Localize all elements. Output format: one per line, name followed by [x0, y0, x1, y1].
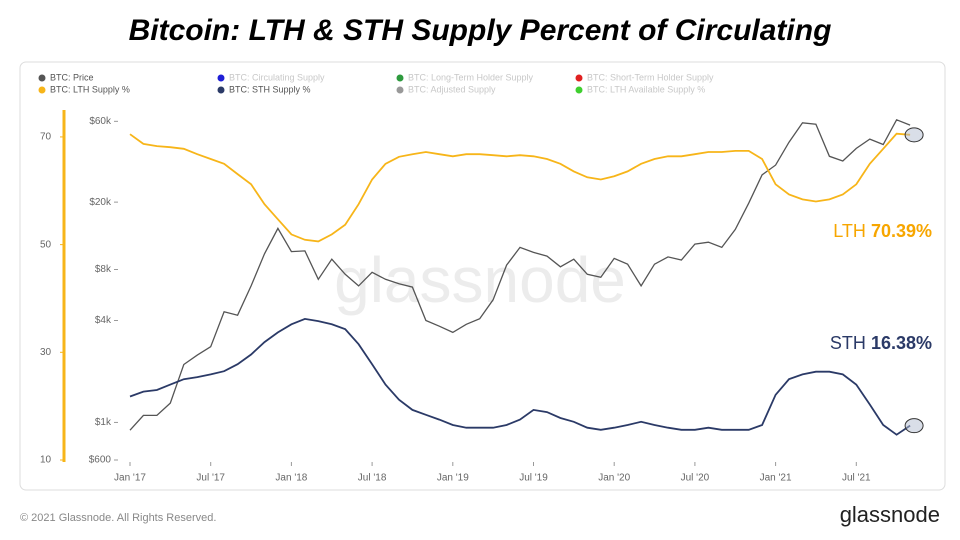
series-line	[129, 118, 911, 431]
legend-marker	[575, 86, 583, 94]
y-tick-label: 10	[40, 455, 52, 466]
y-tick-label: 30	[40, 347, 52, 358]
logo: glassnode	[840, 502, 940, 527]
chart-frame	[19, 61, 946, 491]
legend-label: BTC: Adjusted Supply	[408, 84, 496, 94]
legend-marker	[217, 86, 225, 94]
legend-label: BTC: Short-Term Holder Supply	[587, 72, 714, 82]
y-tick-label: 70	[40, 132, 52, 143]
legend-marker	[217, 74, 225, 82]
legend-label: BTC: LTH Available Supply %	[587, 84, 705, 94]
copyright: © 2021 Glassnode. All Rights Reserved.	[20, 512, 216, 524]
legend-label: BTC: Price	[50, 72, 94, 82]
x-tick-label: Jul '18	[358, 473, 387, 484]
legend-marker	[38, 74, 46, 82]
annotation: LTH 70.39%	[833, 221, 932, 241]
legend-marker	[575, 74, 583, 82]
annotation-text: STH	[830, 333, 866, 353]
x-tick-label: Jan '21	[760, 473, 792, 484]
x-tick-label: Jan '18	[275, 473, 307, 484]
end-marker	[904, 127, 924, 143]
x-tick-label: Jul '20	[681, 473, 710, 484]
legend-marker	[396, 74, 404, 82]
series-line	[129, 132, 911, 243]
watermark: glassnode	[334, 244, 626, 316]
y2-tick-label: $60k	[89, 116, 112, 127]
legend-label: BTC: Long-Term Holder Supply	[408, 72, 534, 82]
x-tick-label: Jan '19	[437, 473, 469, 484]
legend-label: BTC: Circulating Supply	[229, 72, 325, 82]
y2-tick-label: $600	[89, 455, 112, 466]
y2-tick-label: $1k	[95, 417, 112, 428]
y2-tick-label: $8k	[95, 264, 112, 275]
x-tick-label: Jul '17	[196, 473, 225, 484]
legend-label: BTC: LTH Supply %	[50, 84, 130, 94]
legend-marker	[396, 86, 404, 94]
end-marker	[904, 418, 924, 434]
x-tick-label: Jan '17	[114, 473, 146, 484]
legend-marker	[38, 86, 46, 94]
annotation-value: 16.38%	[871, 333, 932, 353]
annotation-value: 70.39%	[871, 221, 932, 241]
y2-tick-label: $20k	[89, 197, 112, 208]
page-title: Bitcoin: LTH & STH Supply Percent of Cir…	[129, 14, 832, 47]
legend-label: BTC: STH Supply %	[229, 84, 311, 94]
series-line	[129, 317, 911, 436]
x-tick-label: Jul '21	[842, 473, 871, 484]
annotation-text: LTH	[833, 221, 866, 241]
x-tick-label: Jan '20	[598, 473, 630, 484]
x-tick-label: Jul '19	[519, 473, 548, 484]
y2-tick-label: $4k	[95, 315, 112, 326]
annotation: STH 16.38%	[830, 333, 932, 353]
y-tick-label: 50	[40, 239, 52, 250]
